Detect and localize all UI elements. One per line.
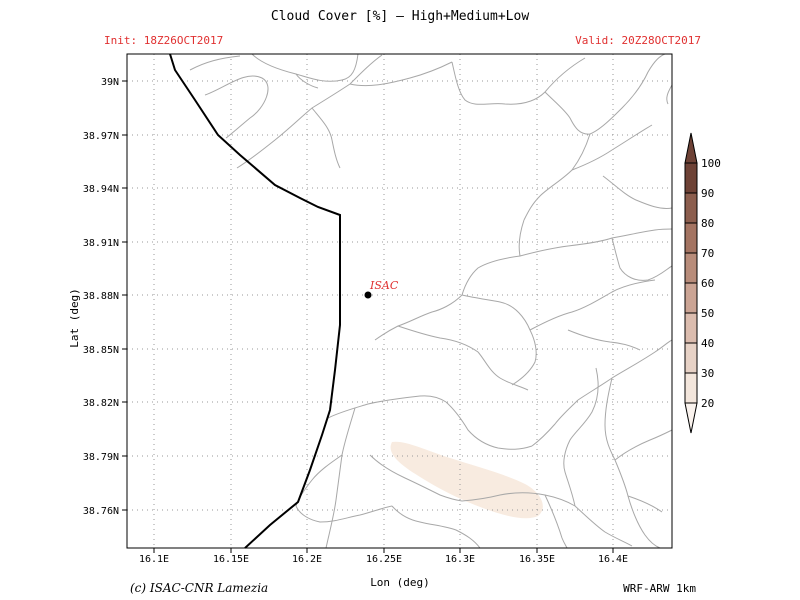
- model-text: WRF-ARW 1km: [623, 582, 696, 595]
- colorbar-min-triangle: [684, 402, 698, 434]
- lat-tick-label: 38.76N: [83, 506, 119, 517]
- colorbar-swatch: [684, 192, 698, 224]
- colorbar-label: 40: [701, 337, 714, 350]
- lat-tick-label: 38.91N: [83, 238, 119, 249]
- credit-text: (c) ISAC-CNR Lamezia: [130, 581, 268, 595]
- lon-tick-label: 16.1E: [139, 554, 169, 565]
- lon-tick-label: 16.15E: [213, 554, 249, 565]
- colorbar-legend: 100 90 80 70 60 50 40 30 20: [684, 132, 721, 434]
- lat-axis-title: Lat (deg): [68, 288, 81, 348]
- colorbar-label: 100: [701, 157, 721, 170]
- colorbar-swatch: [684, 162, 698, 194]
- colorbar-max-triangle: [684, 132, 698, 164]
- lon-axis-title: Lon (deg): [370, 576, 430, 589]
- colorbar-swatch: [684, 222, 698, 254]
- colorbar-label: 30: [701, 367, 714, 380]
- lon-tick-label: 16.4E: [598, 554, 628, 565]
- lat-tick-label: 38.97N: [83, 131, 119, 142]
- colorbar-label: 70: [701, 247, 714, 260]
- colorbar-label: 80: [701, 217, 714, 230]
- lon-tick-label: 16.25E: [366, 554, 402, 565]
- lat-tick-label: 38.82N: [83, 398, 119, 409]
- colorbar-swatch: [684, 372, 698, 404]
- lat-tick-label: 38.85N: [83, 345, 119, 356]
- cloud-cover-patch: [390, 441, 543, 519]
- lat-tick-label: 39N: [101, 77, 119, 88]
- colorbar-label: 60: [701, 277, 714, 290]
- lat-tick-labels: 39N 38.97N 38.94N 38.91N 38.88N 38.85N 3…: [83, 77, 119, 517]
- colorbar-label: 20: [701, 397, 714, 410]
- plot-frame: [126, 53, 673, 549]
- lat-tick-label: 38.94N: [83, 184, 119, 195]
- valid-time: Valid: 20Z28OCT2017: [575, 34, 701, 47]
- lon-tick-label: 16.2E: [292, 554, 322, 565]
- lat-tick-label: 38.88N: [83, 291, 119, 302]
- admin-boundaries: [189, 53, 673, 549]
- colorbar-swatch: [684, 282, 698, 314]
- axis-ticks: [122, 80, 614, 553]
- colorbar-label: 50: [701, 307, 714, 320]
- lon-tick-label: 16.35E: [519, 554, 555, 565]
- lon-tick-labels: 16.1E 16.15E 16.2E 16.25E 16.3E 16.35E 1…: [139, 554, 628, 565]
- colorbar-label: 90: [701, 187, 714, 200]
- map-title: Cloud Cover [%] — High+Medium+Low: [271, 9, 529, 24]
- init-time: Init: 18Z26OCT2017: [104, 34, 223, 47]
- colorbar-swatch: [684, 252, 698, 284]
- plot-area: [127, 54, 672, 548]
- lon-tick-label: 16.3E: [445, 554, 475, 565]
- coastline: [169, 53, 341, 549]
- lat-tick-label: 38.79N: [83, 452, 119, 463]
- isac-marker-label: ISAC: [369, 279, 399, 292]
- colorbar-swatch: [684, 312, 698, 344]
- colorbar-swatch: [684, 342, 698, 374]
- isac-marker-dot: [364, 291, 372, 299]
